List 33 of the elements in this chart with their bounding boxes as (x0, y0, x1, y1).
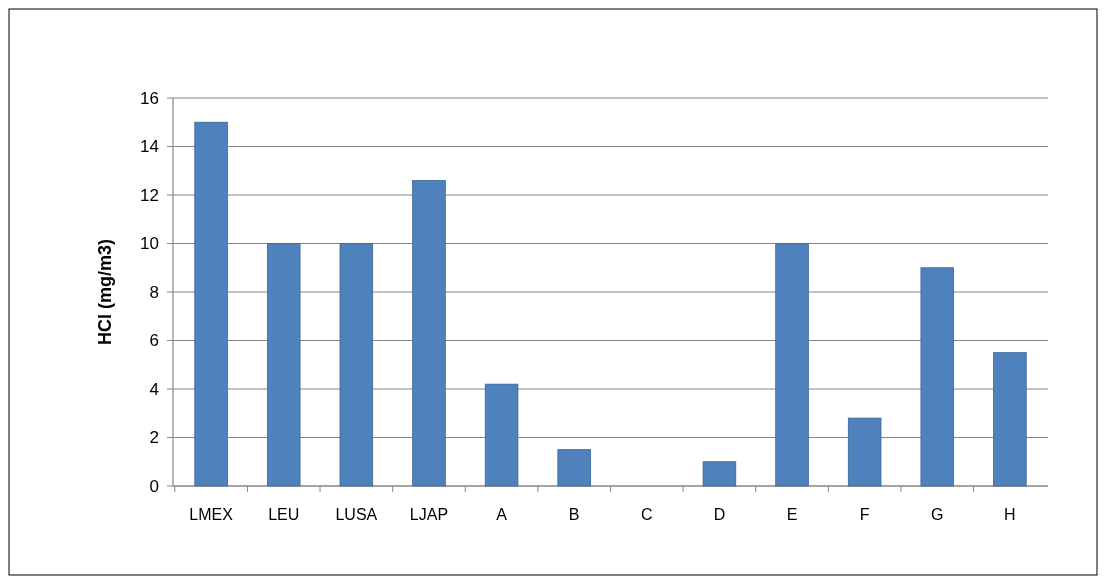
bar (920, 267, 954, 487)
bar (702, 461, 737, 487)
x-tick-label: G (931, 506, 944, 523)
x-tick-label: LUSA (335, 506, 378, 523)
x-tick-label: LMEX (189, 506, 234, 523)
x-tick-label: A (496, 506, 508, 523)
y-tick-label: 4 (149, 379, 159, 399)
bar (412, 180, 446, 487)
x-tick-label: C (641, 506, 653, 523)
bar (993, 352, 1027, 487)
x-tick-label: E (786, 506, 798, 523)
bar (194, 121, 228, 487)
y-axis-title: HCl (mg/m3) (95, 238, 115, 346)
y-tick-label: 6 (149, 331, 159, 351)
y-tick-label: 2 (149, 428, 159, 448)
y-tick-label: 10 (140, 234, 159, 254)
bar (847, 417, 882, 487)
y-tick-label: 0 (149, 476, 159, 496)
x-tick-label: B (568, 506, 580, 523)
y-tick-label: 14 (140, 137, 159, 157)
x-tick-label: LEU (268, 506, 300, 523)
y-tick-label: 8 (149, 282, 159, 302)
bar (339, 243, 374, 487)
bar (557, 449, 591, 487)
x-tick-label: F (859, 506, 870, 523)
y-tick-label: 16 (140, 88, 159, 108)
bar (775, 243, 809, 487)
x-tick-label: H (1004, 506, 1016, 523)
bar (484, 383, 519, 487)
bar (267, 243, 301, 487)
y-tick-label: 12 (140, 185, 159, 205)
x-tick-label: LJAP (409, 506, 449, 523)
x-tick-label: D (713, 506, 726, 523)
